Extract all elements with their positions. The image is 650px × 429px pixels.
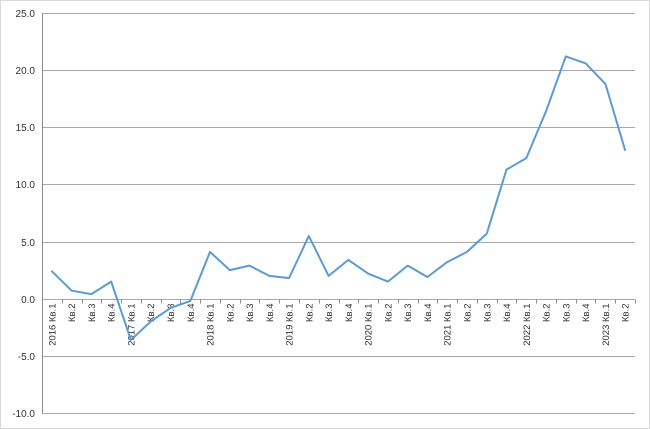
x-tick-label: Кв.3 bbox=[245, 304, 256, 323]
x-tick-label: Кв.2 bbox=[462, 304, 473, 323]
x-tick-label: Кв.3 bbox=[561, 304, 572, 323]
x-tick-label: Кв.4 bbox=[186, 304, 197, 323]
x-tick-label: 2018 Кв.1 bbox=[206, 304, 217, 346]
x-tick-label: Кв.3 bbox=[403, 304, 414, 323]
x-tick-label: Кв.3 bbox=[166, 304, 177, 323]
x-tick-label: Кв.4 bbox=[581, 304, 592, 323]
x-tick-label: 2020 Кв.1 bbox=[364, 304, 375, 346]
y-tick-label: 0.0 bbox=[21, 295, 35, 306]
x-tick-label: Кв.2 bbox=[67, 304, 78, 323]
y-tick-label: 5.0 bbox=[21, 238, 35, 249]
x-tick-label: 2021 Кв.1 bbox=[443, 304, 454, 346]
x-tick-label: Кв.4 bbox=[344, 304, 355, 323]
x-tick-label: Кв.4 bbox=[502, 304, 513, 323]
y-tick-label: 15.0 bbox=[16, 123, 36, 134]
x-tick-label: Кв.4 bbox=[107, 304, 118, 323]
x-tick-label: Кв.2 bbox=[383, 304, 394, 323]
x-tick-label: 2017 Кв.1 bbox=[126, 304, 137, 346]
y-tick-label: 25.0 bbox=[16, 9, 36, 20]
x-tick-label: 2023 Кв.1 bbox=[601, 304, 612, 346]
x-tick-label: Кв.3 bbox=[324, 304, 335, 323]
x-tick-label: Кв.2 bbox=[542, 304, 553, 323]
x-tick-label: Кв.2 bbox=[146, 304, 157, 323]
x-tick-label: Кв.4 bbox=[423, 304, 434, 323]
x-tick-label: Кв.3 bbox=[482, 304, 493, 323]
x-tick-label: Кв.2 bbox=[304, 304, 315, 323]
series-line bbox=[50, 55, 627, 341]
x-tick-label: Кв.2 bbox=[621, 304, 632, 323]
x-tick-label: Кв.4 bbox=[265, 304, 276, 323]
x-tick-label: 2016 Кв.1 bbox=[47, 304, 58, 346]
y-tick-label: 20.0 bbox=[16, 66, 36, 77]
y-tick-label: -5.0 bbox=[18, 352, 36, 363]
y-tick-label: 10.0 bbox=[16, 180, 36, 191]
y-tick-label: -10.0 bbox=[12, 409, 35, 420]
x-tick-label: Кв.3 bbox=[87, 304, 98, 323]
x-tick-label: 2022 Кв.1 bbox=[522, 304, 533, 346]
x-tick-label: 2019 Кв.1 bbox=[285, 304, 296, 346]
x-tick-label: Кв.2 bbox=[225, 304, 236, 323]
